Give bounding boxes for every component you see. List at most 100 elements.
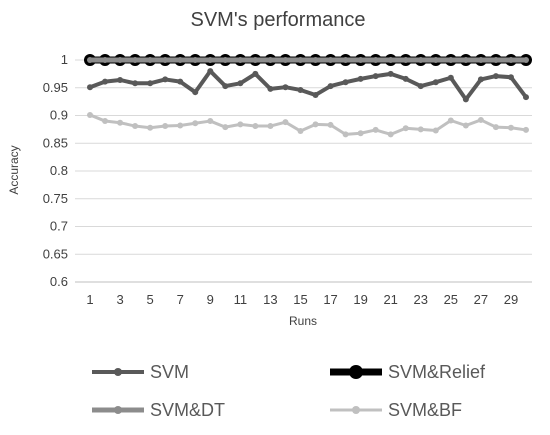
data-point: [417, 57, 424, 63]
data-point: [267, 85, 274, 92]
data-point: [252, 123, 259, 130]
data-point: [387, 57, 394, 63]
data-point: [447, 117, 454, 124]
x-tick-label: 7: [177, 292, 184, 307]
series-lines: [84, 54, 532, 138]
data-point: [342, 131, 349, 138]
y-tick-label: 0.9: [50, 108, 68, 123]
data-point: [282, 119, 289, 126]
y-tick-label: 0.8: [50, 163, 68, 178]
series-line: [89, 69, 528, 102]
data-point: [327, 121, 334, 128]
data-point: [222, 124, 229, 131]
data-point: [402, 75, 409, 82]
x-tick-label: 19: [353, 292, 367, 307]
data-point: [237, 57, 244, 63]
data-point: [162, 76, 169, 83]
x-tick-label: 27: [474, 292, 488, 307]
data-point: [117, 76, 124, 83]
x-tick-label: 29: [504, 292, 518, 307]
data-point: [357, 57, 364, 63]
data-point: [102, 57, 109, 63]
data-point: [177, 122, 184, 129]
data-point: [432, 79, 439, 86]
data-point: [312, 91, 319, 98]
data-point: [252, 70, 259, 77]
data-point: [357, 130, 364, 137]
data-point: [282, 84, 289, 91]
data-point: [207, 57, 214, 63]
data-point: [132, 123, 139, 130]
data-point: [523, 57, 529, 63]
x-tick-label: 9: [207, 292, 214, 307]
data-point: [147, 124, 154, 131]
legend-item: SVM&DT: [92, 400, 225, 420]
data-point: [162, 57, 169, 63]
data-point: [297, 86, 304, 93]
legend-label: SVM&BF: [388, 400, 462, 420]
data-point: [102, 118, 109, 125]
data-point: [192, 120, 199, 127]
x-tick-label: 15: [293, 292, 307, 307]
data-point: [267, 123, 274, 130]
data-point: [267, 57, 274, 63]
x-tick-label: 3: [116, 292, 123, 307]
data-point: [207, 118, 214, 125]
chart-title: SVM's performance: [191, 9, 366, 31]
data-point: [432, 127, 439, 134]
data-point: [87, 57, 93, 63]
series-svm-dt: [87, 57, 529, 63]
data-point: [147, 80, 154, 87]
y-tick-label: 0.6: [50, 274, 68, 289]
data-point: [162, 123, 169, 130]
data-point: [492, 124, 499, 131]
y-tick-label: 0.7: [50, 219, 68, 234]
data-point: [523, 94, 529, 101]
series-svm-bf: [87, 111, 529, 138]
data-point: [132, 80, 139, 87]
data-point: [87, 84, 93, 91]
data-point: [507, 74, 514, 81]
legend-label: SVM&DT: [150, 400, 225, 420]
legend-label: SVM: [150, 362, 189, 382]
x-axis-ticks: 1 3 5 7 9 11 13 15 17 19 21 23 25 27 29: [86, 292, 518, 307]
data-point: [492, 73, 499, 80]
data-point: [87, 111, 93, 118]
data-point: [312, 57, 319, 63]
data-point: [102, 78, 109, 85]
data-point: [312, 121, 319, 128]
legend-item: SVM: [92, 362, 189, 382]
data-point: [342, 79, 349, 86]
data-point: [297, 57, 304, 63]
data-point: [402, 125, 409, 132]
data-point: [447, 74, 454, 81]
legend-item: SVM&Relief: [330, 362, 486, 382]
data-point: [177, 78, 184, 85]
data-point: [462, 122, 469, 129]
data-point: [147, 57, 154, 63]
y-axis-label: Accuracy: [7, 145, 21, 194]
data-point: [477, 116, 484, 123]
data-point: [327, 83, 334, 90]
data-point: [432, 57, 439, 63]
x-tick-label: 25: [444, 292, 458, 307]
data-point: [507, 57, 514, 63]
series-svm: [87, 68, 529, 103]
data-point: [177, 57, 184, 63]
x-tick-label: 1: [86, 292, 93, 307]
data-point: [477, 57, 484, 63]
y-tick-label: 0.75: [43, 191, 68, 206]
data-point: [192, 89, 199, 96]
data-point: [192, 57, 199, 63]
legend-item: SVM&BF: [330, 400, 462, 420]
legend-label: SVM&Relief: [388, 362, 486, 382]
data-point: [282, 57, 289, 63]
data-point: [523, 126, 529, 133]
y-tick-label: 1: [61, 52, 68, 67]
x-tick-label: 21: [383, 292, 397, 307]
x-tick-label: 13: [263, 292, 277, 307]
x-tick-label: 23: [414, 292, 428, 307]
legend-swatch-marker: [349, 365, 363, 379]
data-point: [507, 124, 514, 131]
